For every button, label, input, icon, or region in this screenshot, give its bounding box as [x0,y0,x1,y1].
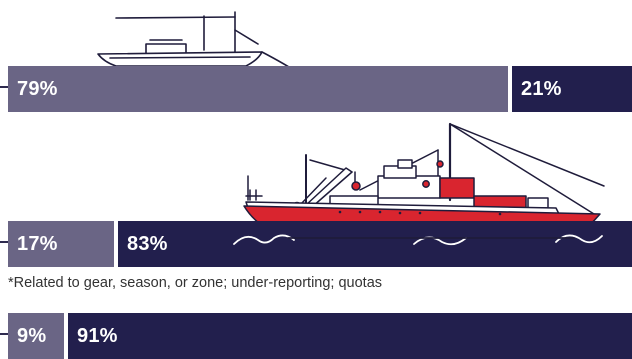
bar-tick [0,241,9,243]
bar-2-segment-light: 17% [8,221,114,267]
bar-2-segment-dark: 83% [118,221,632,267]
bar-3: 9% 91% [8,313,632,359]
bar-tick [0,86,9,88]
bar-2: 17% 83% [8,221,632,267]
bar-tick [0,333,9,335]
bar-1: 79% 21% [8,66,632,112]
bar-3-label-dark: 91% [77,324,118,347]
bar-1-segment-dark: 21% [512,66,632,112]
bar-1-label-dark: 21% [521,77,562,100]
footnote: *Related to gear, season, or zone; under… [8,275,383,291]
bar-1-label-light: 79% [17,77,58,100]
bar-3-segment-dark: 91% [68,313,632,359]
bar-1-segment-light: 79% [8,66,508,112]
bar-2-label-dark: 83% [127,232,168,255]
bar-3-label-light: 9% [17,324,47,347]
bar-2-label-light: 17% [17,232,58,255]
bar-3-segment-light: 9% [8,313,64,359]
